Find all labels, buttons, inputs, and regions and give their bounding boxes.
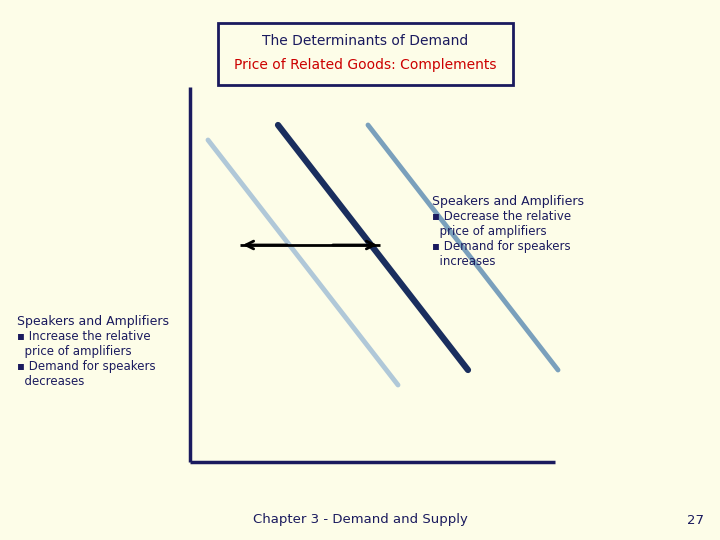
Text: 27: 27 [686,514,703,526]
Text: Chapter 3 - Demand and Supply: Chapter 3 - Demand and Supply [253,514,467,526]
FancyBboxPatch shape [218,23,513,85]
Text: The Determinants of Demand: The Determinants of Demand [262,34,469,48]
Text: ▪ Demand for speakers: ▪ Demand for speakers [432,240,571,253]
Text: increases: increases [432,255,495,268]
Text: Speakers and Amplifiers: Speakers and Amplifiers [17,315,169,328]
Text: ▪ Demand for speakers: ▪ Demand for speakers [17,360,156,373]
Text: price of amplifiers: price of amplifiers [17,345,132,358]
Text: Price of Related Goods: Complements: Price of Related Goods: Complements [234,58,497,72]
Text: decreases: decreases [17,375,84,388]
Text: ▪ Decrease the relative: ▪ Decrease the relative [432,210,571,223]
Text: price of amplifiers: price of amplifiers [432,225,546,238]
Text: ▪ Increase the relative: ▪ Increase the relative [17,330,150,343]
Text: Speakers and Amplifiers: Speakers and Amplifiers [432,195,584,208]
